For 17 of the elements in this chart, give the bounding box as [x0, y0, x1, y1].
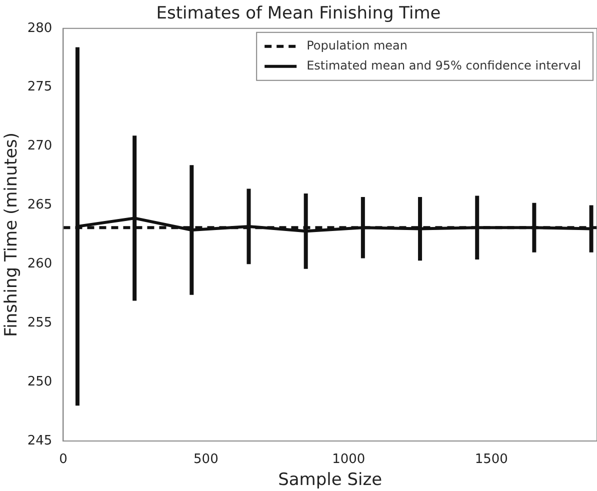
y-tick-label: 275: [27, 80, 52, 95]
y-axis-title: Finshing Time (minutes): [2, 132, 22, 337]
y-tick-label: 250: [27, 374, 52, 390]
y-tick-label: 245: [27, 433, 52, 448]
x-axis-title: Sample Size: [278, 470, 382, 490]
y-tick-label: 260: [27, 256, 52, 272]
legend-label: Estimated mean and 95% confidence interval: [306, 58, 582, 73]
y-tick-label: 265: [27, 198, 52, 213]
x-tick-label: 0: [59, 452, 68, 468]
legend-label: Population mean: [306, 38, 408, 53]
x-tick-label: 1500: [474, 452, 508, 468]
y-tick-label: 270: [27, 138, 52, 154]
chart-title: Estimates of Mean Finishing Time: [156, 4, 441, 24]
y-tick-label: 255: [27, 315, 52, 330]
x-tick-label: 1000: [332, 452, 366, 468]
x-tick-label: 500: [194, 452, 218, 468]
y-tick-label: 280: [27, 20, 52, 36]
